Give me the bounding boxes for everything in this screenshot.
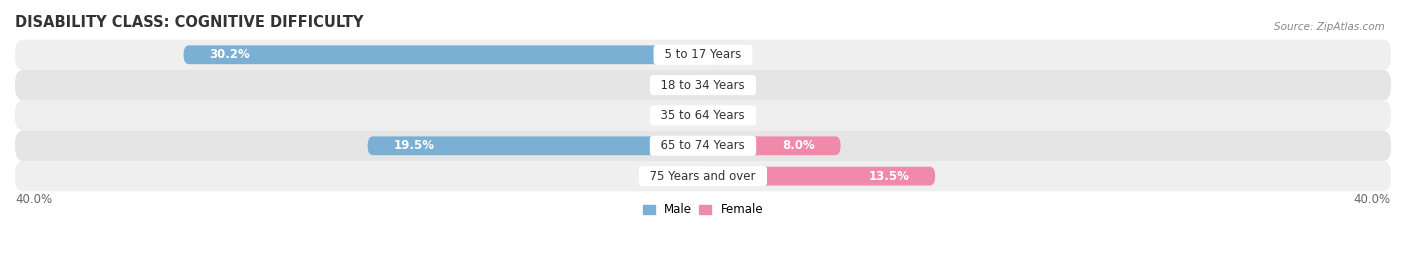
FancyBboxPatch shape: [184, 45, 703, 64]
Text: 18 to 34 Years: 18 to 34 Years: [654, 79, 752, 92]
FancyBboxPatch shape: [703, 136, 841, 155]
Text: 0.0%: 0.0%: [717, 79, 747, 92]
Text: 35 to 64 Years: 35 to 64 Years: [654, 109, 752, 122]
Text: 30.2%: 30.2%: [209, 48, 250, 61]
FancyBboxPatch shape: [703, 167, 935, 186]
FancyBboxPatch shape: [367, 136, 703, 155]
Text: 75 Years and over: 75 Years and over: [643, 170, 763, 183]
FancyBboxPatch shape: [15, 40, 1391, 70]
Text: 8.0%: 8.0%: [782, 139, 815, 152]
FancyBboxPatch shape: [659, 76, 703, 94]
FancyBboxPatch shape: [15, 131, 1391, 161]
Text: 2.5%: 2.5%: [686, 79, 718, 92]
FancyBboxPatch shape: [703, 106, 725, 125]
Text: 1.2%: 1.2%: [665, 48, 697, 61]
Text: 5 to 17 Years: 5 to 17 Years: [657, 48, 749, 61]
FancyBboxPatch shape: [703, 45, 724, 64]
Text: 65 to 74 Years: 65 to 74 Years: [654, 139, 752, 152]
Text: 19.5%: 19.5%: [394, 139, 434, 152]
Text: 40.0%: 40.0%: [15, 193, 52, 206]
FancyBboxPatch shape: [15, 70, 1391, 100]
Text: 13.5%: 13.5%: [869, 170, 910, 183]
FancyBboxPatch shape: [15, 100, 1391, 131]
Text: 40.0%: 40.0%: [1354, 193, 1391, 206]
Text: Source: ZipAtlas.com: Source: ZipAtlas.com: [1274, 22, 1385, 31]
Text: DISABILITY CLASS: COGNITIVE DIFFICULTY: DISABILITY CLASS: COGNITIVE DIFFICULTY: [15, 15, 364, 30]
Text: 1.3%: 1.3%: [666, 109, 700, 122]
FancyBboxPatch shape: [666, 106, 703, 125]
FancyBboxPatch shape: [15, 161, 1391, 191]
Legend: Male, Female: Male, Female: [638, 199, 768, 221]
Text: 2.1%: 2.1%: [693, 109, 725, 122]
Text: 0.0%: 0.0%: [659, 170, 689, 183]
